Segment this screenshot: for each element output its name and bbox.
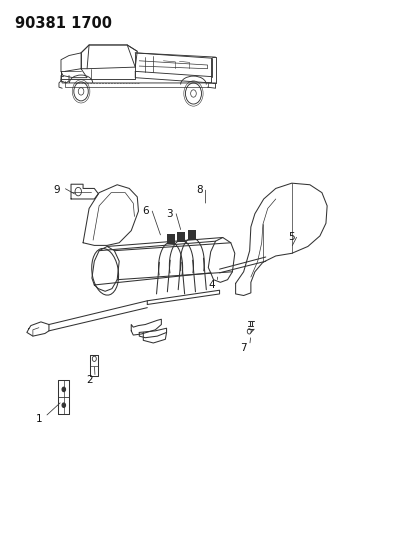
Bar [188, 230, 196, 240]
Text: 5: 5 [289, 232, 295, 243]
Circle shape [62, 403, 66, 407]
Text: 8: 8 [196, 185, 203, 195]
Text: 2: 2 [86, 375, 92, 385]
Text: 90381 1700: 90381 1700 [15, 16, 112, 31]
Bar [177, 232, 186, 241]
Text: 3: 3 [166, 209, 173, 219]
Text: 7: 7 [240, 343, 247, 353]
Bar [166, 235, 175, 244]
Text: 9: 9 [54, 185, 60, 195]
Text: 1: 1 [35, 415, 42, 424]
Text: 6: 6 [142, 206, 149, 216]
Circle shape [62, 387, 66, 392]
Text: 4: 4 [208, 280, 215, 290]
